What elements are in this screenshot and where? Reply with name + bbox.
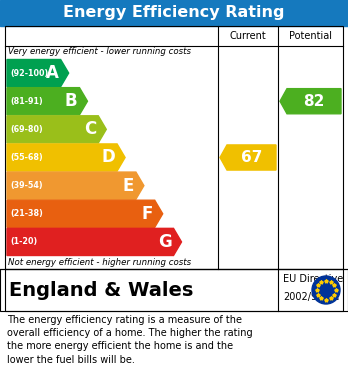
Bar bbox=[0, 0, 348, 26]
Text: (39-54): (39-54) bbox=[10, 181, 42, 190]
Text: (55-68): (55-68) bbox=[10, 153, 43, 162]
Polygon shape bbox=[220, 145, 276, 170]
Text: Very energy efficient - lower running costs: Very energy efficient - lower running co… bbox=[8, 47, 191, 56]
Text: (21-38): (21-38) bbox=[10, 209, 43, 218]
Circle shape bbox=[312, 276, 340, 304]
Text: Energy Efficiency Rating: Energy Efficiency Rating bbox=[63, 5, 285, 20]
Text: 2002/91/EC: 2002/91/EC bbox=[283, 292, 339, 302]
Polygon shape bbox=[7, 144, 125, 171]
Text: England & Wales: England & Wales bbox=[9, 280, 193, 300]
Polygon shape bbox=[7, 59, 69, 87]
Polygon shape bbox=[7, 228, 182, 255]
Text: (81-91): (81-91) bbox=[10, 97, 43, 106]
Text: EU Directive: EU Directive bbox=[283, 274, 343, 284]
Bar bbox=[0, 269, 348, 311]
Text: A: A bbox=[46, 64, 59, 82]
Text: F: F bbox=[141, 205, 153, 223]
Polygon shape bbox=[7, 88, 87, 115]
Polygon shape bbox=[7, 116, 106, 143]
Text: B: B bbox=[65, 92, 78, 110]
Polygon shape bbox=[7, 200, 163, 227]
Polygon shape bbox=[280, 89, 341, 114]
Text: (69-80): (69-80) bbox=[10, 125, 43, 134]
Text: D: D bbox=[101, 149, 115, 167]
Text: C: C bbox=[84, 120, 96, 138]
Text: G: G bbox=[158, 233, 172, 251]
Text: Current: Current bbox=[230, 31, 266, 41]
Text: E: E bbox=[122, 177, 134, 195]
Bar bbox=[5, 26, 343, 269]
Text: (92-100): (92-100) bbox=[10, 68, 48, 77]
Text: (1-20): (1-20) bbox=[10, 237, 37, 246]
Text: The energy efficiency rating is a measure of the
overall efficiency of a home. T: The energy efficiency rating is a measur… bbox=[7, 315, 253, 364]
Text: Not energy efficient - higher running costs: Not energy efficient - higher running co… bbox=[8, 258, 191, 267]
Text: 67: 67 bbox=[241, 150, 262, 165]
Text: Potential: Potential bbox=[289, 31, 332, 41]
Bar bbox=[5, 269, 343, 311]
Text: 82: 82 bbox=[303, 94, 325, 109]
Polygon shape bbox=[7, 172, 144, 199]
